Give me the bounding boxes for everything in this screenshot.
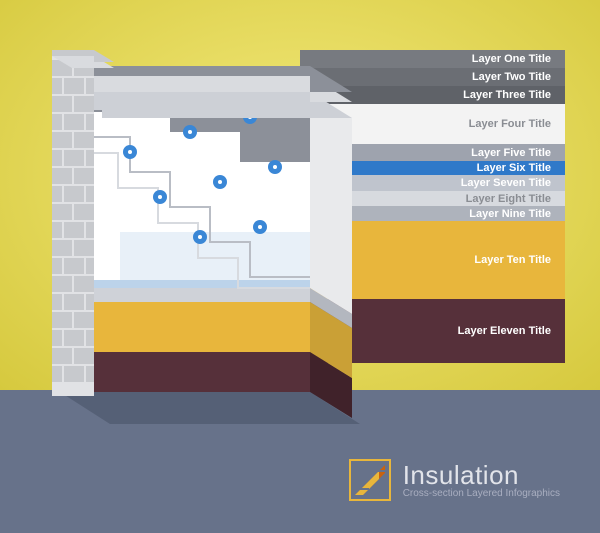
layer-label: Layer Seven Title xyxy=(461,177,551,189)
layer-row-2: Layer Two Title xyxy=(300,68,565,86)
layer-label: Layer Eleven Title xyxy=(458,325,551,337)
layer-label: Layer Four Title xyxy=(469,118,551,130)
wall-cutaway xyxy=(60,32,320,432)
layer-label: Layer Six Title xyxy=(477,162,551,174)
footer-lockup: Insulation Cross-section Layered Infogra… xyxy=(349,459,560,501)
base-layer-front xyxy=(60,352,310,392)
layer-label: Layer Ten Title xyxy=(474,254,551,266)
top-cap xyxy=(60,92,352,118)
layer-label: Layer Five Title xyxy=(471,147,551,159)
footer-title: Insulation xyxy=(403,462,560,488)
layer-label: Layer Eight Title xyxy=(466,193,551,205)
layer-label: Layer Two Title xyxy=(472,71,551,83)
mesh-reveal xyxy=(82,280,310,288)
layer-label: Layer Nine Title xyxy=(469,208,551,220)
footer-subtitle: Cross-section Layered Infographics xyxy=(403,488,560,499)
floor-shadow xyxy=(60,392,360,424)
layer-row-1: Layer One Title xyxy=(300,50,565,68)
plaster-grey-front xyxy=(60,288,310,302)
mesh-step1 xyxy=(120,232,310,280)
layer-label: Layer One Title xyxy=(472,53,551,65)
plaster-yellow-front xyxy=(60,302,310,352)
layer-label: Layer Three Title xyxy=(463,89,551,101)
stage: Layer One Title Layer Two Title Layer Thre… xyxy=(0,0,600,533)
logo-icon xyxy=(349,459,391,501)
foam-side xyxy=(310,92,352,314)
